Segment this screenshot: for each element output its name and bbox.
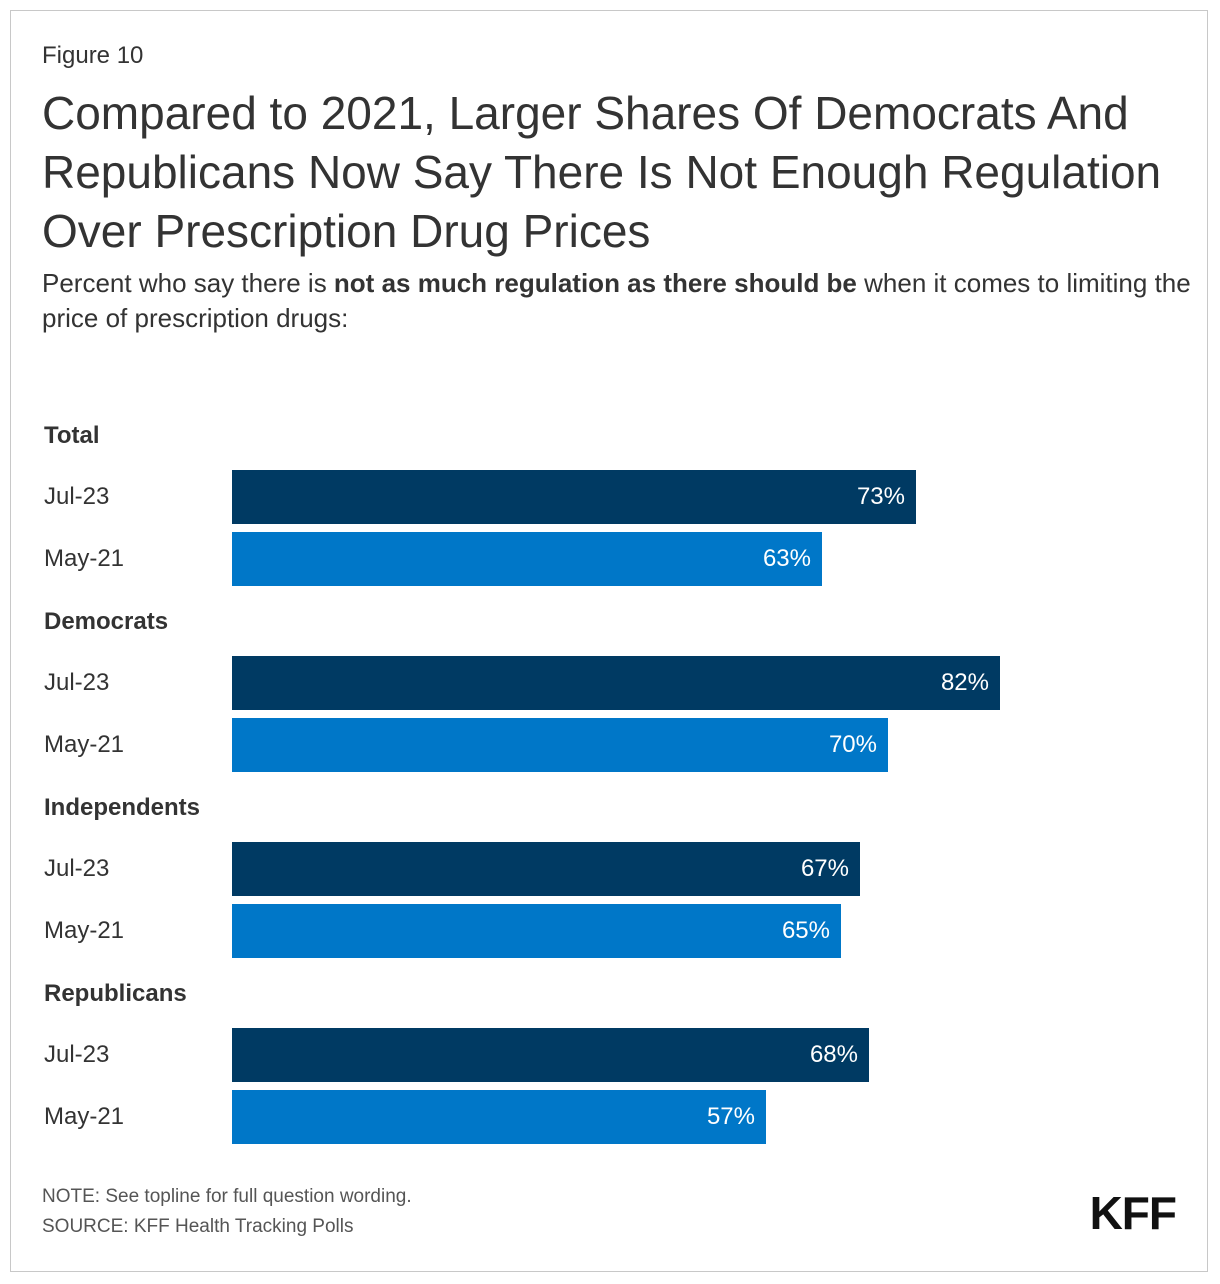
- row-label: May-21: [44, 731, 125, 758]
- bar-total-jul-23: 73%: [232, 470, 916, 524]
- row-label: Jul-23: [44, 855, 110, 882]
- group-label-total: Total: [44, 422, 100, 449]
- bar-value-label: 65%: [781, 917, 830, 944]
- bar-value-label: 68%: [809, 1041, 858, 1068]
- row-label: Jul-23: [44, 1041, 110, 1068]
- figure-label: Figure 10: [42, 42, 144, 69]
- chart-note: NOTE: See topline for full question word…: [42, 1186, 412, 1207]
- bar-value-label: 63%: [762, 545, 811, 572]
- row-label: May-21: [44, 545, 125, 572]
- chart-title: Compared to 2021, Larger Shares Of Democ…: [42, 87, 1162, 257]
- bar-republicans-jul-23: 68%: [232, 1028, 869, 1082]
- chart-source: SOURCE: KFF Health Tracking Polls: [42, 1216, 354, 1237]
- bar-total-may-21: 63%: [232, 532, 822, 586]
- group-label-democrats: Democrats: [44, 608, 169, 635]
- row-label: May-21: [44, 917, 125, 944]
- bar-value-label: 82%: [940, 669, 989, 696]
- bar-value-label: 57%: [706, 1103, 755, 1130]
- group-label-independents: Independents: [44, 794, 201, 821]
- group-label-republicans: Republicans: [44, 980, 187, 1007]
- kff-logo: KFF: [1089, 1187, 1177, 1239]
- row-label: May-21: [44, 1103, 125, 1130]
- bar-value-label: 67%: [800, 855, 849, 882]
- bar-independents-may-21: 65%: [232, 904, 841, 958]
- bar-democrats-may-21: 70%: [232, 718, 888, 772]
- subtitle-text-end: when it comes to limiting the price of p…: [42, 268, 1191, 333]
- bar-value-label: 70%: [828, 731, 877, 758]
- subtitle-emphasis: not as much regulation as there should b…: [333, 268, 857, 298]
- chart-subtitle: Percent who say there is not as much reg…: [42, 266, 1192, 336]
- row-label: Jul-23: [44, 483, 110, 510]
- bar-value-label: 73%: [856, 483, 905, 510]
- subtitle-text: Percent who say there is: [42, 268, 334, 298]
- figure-frame: [10, 10, 1208, 1272]
- bar-independents-jul-23: 67%: [232, 842, 860, 896]
- bar-democrats-jul-23: 82%: [232, 656, 1000, 710]
- row-label: Jul-23: [44, 669, 110, 696]
- bar-republicans-may-21: 57%: [232, 1090, 766, 1144]
